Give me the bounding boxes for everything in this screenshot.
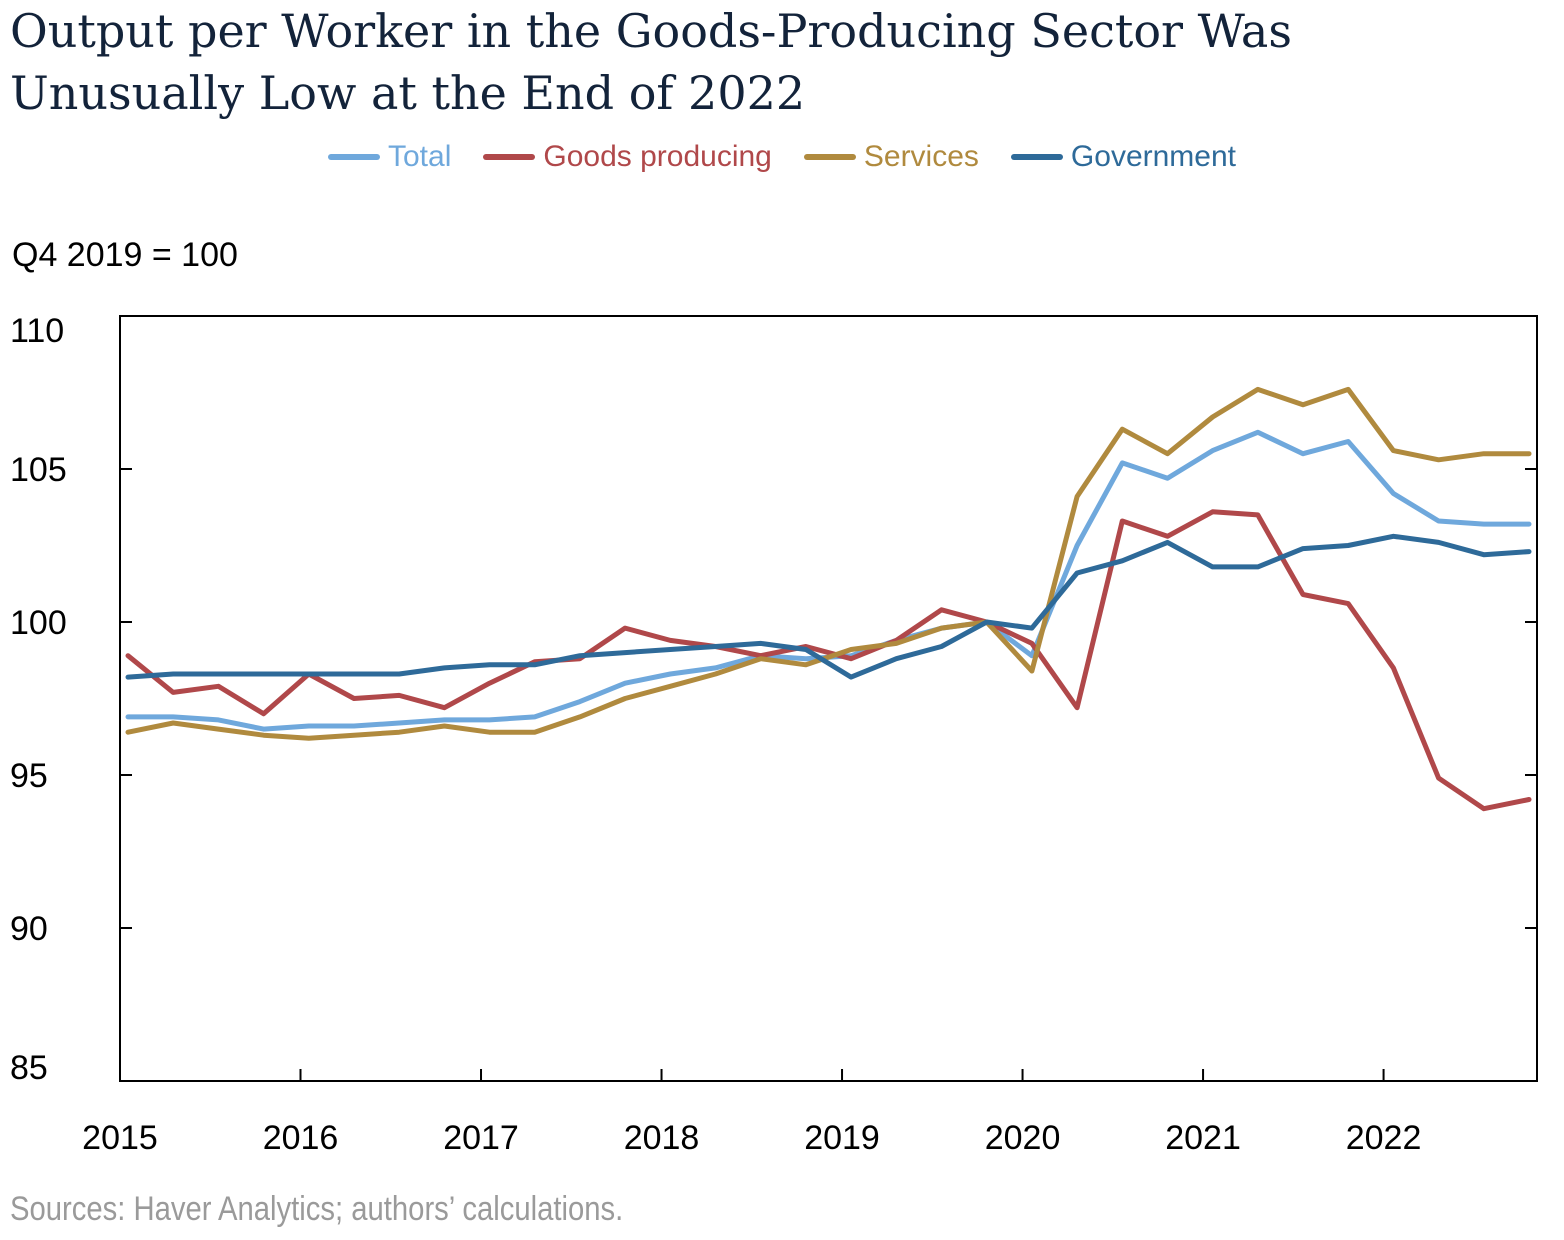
x-tick-label: 2022 [1346, 1119, 1422, 1157]
x-tick-label: 2020 [985, 1119, 1061, 1157]
y-tick-label: 110 [10, 312, 64, 350]
y-axis-unit-label: Q4 2019 = 100 [12, 236, 238, 274]
y-tick-label: 100 [10, 604, 67, 642]
x-tick-label: 2017 [443, 1119, 519, 1157]
y-tick-label: 90 [10, 910, 48, 948]
chart-legend: Total Goods producing Services Governmen… [0, 140, 1564, 174]
legend-item-total: Total [328, 140, 451, 174]
line-chart: 85 90 95 100 105 110 2015 2016 2017 2018 2019 2020… [10, 312, 1538, 1157]
x-tick-label: 2015 [82, 1119, 158, 1157]
source-note: Sources: Haver Analytics; authors’ calcu… [10, 1190, 624, 1228]
legend-label-government: Government [1070, 140, 1236, 173]
y-axis: 85 90 95 100 105 110 [10, 312, 1537, 1087]
series-line-goods-producing [125, 509, 1532, 812]
legend-swatch-goods-producing [483, 154, 536, 160]
chart-title: Output per Worker in the Goods-Producing… [10, 0, 1550, 124]
legend-swatch-services [803, 154, 856, 160]
series-lines [125, 386, 1532, 812]
legend-label-goods-producing: Goods producing [543, 140, 772, 173]
x-tick-label: 2018 [624, 1119, 700, 1157]
legend-label-services: Services [863, 140, 979, 173]
plot-frame [119, 315, 1538, 1082]
legend-swatch-total [328, 154, 380, 160]
y-tick-label: 85 [10, 1049, 48, 1087]
x-tick-label: 2021 [1165, 1119, 1241, 1157]
series-line-services [125, 386, 1532, 741]
y-tick-label: 95 [10, 757, 48, 795]
y-tick-label: 105 [10, 451, 67, 489]
legend-item-goods-producing: Goods producing [483, 140, 772, 174]
chart-title-line-1: Output per Worker in the Goods-Producing… [10, 4, 1292, 58]
legend-swatch-government [1010, 154, 1063, 160]
series-line-government [125, 533, 1532, 680]
x-tick-label: 2019 [804, 1119, 880, 1157]
x-axis: 2015 2016 2017 2018 2019 2020 2021 2022 [82, 1069, 1421, 1157]
legend-item-government: Government [1010, 140, 1236, 174]
legend-label-total: Total [388, 140, 452, 173]
legend-item-services: Services [803, 140, 979, 174]
x-tick-label: 2016 [263, 1119, 339, 1157]
series-line-total [125, 429, 1532, 732]
chart-title-line-2: Unusually Low at the End of 2022 [10, 66, 806, 120]
